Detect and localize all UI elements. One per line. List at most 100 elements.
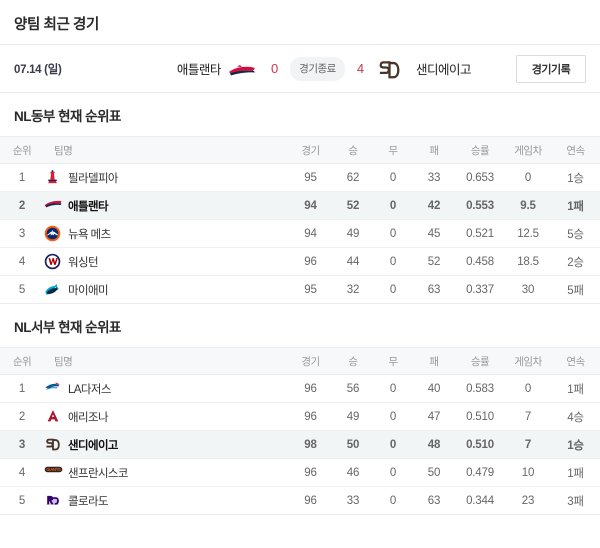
cell-rank: 2: [0, 402, 44, 431]
cell-losses: 42: [413, 191, 455, 220]
cell-gb: 7: [505, 402, 551, 431]
cell-rank: 3: [0, 219, 44, 248]
cell-losses: 45: [413, 219, 455, 248]
cell-pct: 0.458: [455, 247, 505, 276]
marlins-logo: [44, 281, 61, 298]
cell-rank: 1: [0, 163, 44, 192]
cell-team[interactable]: 애틀랜타: [44, 191, 288, 220]
cell-team[interactable]: LA다저스: [44, 374, 288, 403]
table-header-row: 순위 팀명 경기 승 무 패 승률 게임차 연속: [0, 347, 600, 375]
rockies-logo: [44, 492, 61, 509]
cell-team[interactable]: 애리조나: [44, 402, 288, 431]
cell-wins: 50: [333, 430, 373, 459]
cell-games: 98: [288, 430, 333, 459]
cell-games: 94: [288, 191, 333, 220]
cell-wins: 32: [333, 275, 373, 304]
cell-draws: 0: [373, 374, 413, 403]
th-streak: 연속: [551, 347, 600, 375]
cell-losses: 63: [413, 486, 455, 515]
cell-games: 96: [288, 247, 333, 276]
cell-losses: 52: [413, 247, 455, 276]
cell-team[interactable]: 필라델피아: [44, 163, 288, 192]
th-wins: 승: [333, 136, 373, 164]
cell-gb: 0: [505, 374, 551, 403]
cell-wins: 49: [333, 402, 373, 431]
table-row[interactable]: 3 뉴욕 메츠 94 49 0 45 0.521 12.5 5승: [0, 219, 600, 248]
table-row[interactable]: 2 애리조나 96 49 0 47 0.510 7 4승: [0, 402, 600, 431]
cell-team[interactable]: GIANTS 샌프란시스코: [44, 458, 288, 487]
team-name-label: 워싱턴: [68, 256, 99, 269]
th-draws: 무: [373, 136, 413, 164]
cell-wins: 44: [333, 247, 373, 276]
team-name-label: 샌디에이고: [68, 439, 119, 452]
cell-team[interactable]: 콜로라도: [44, 486, 288, 515]
th-team: 팀명: [44, 347, 288, 375]
cell-pct: 0.583: [455, 374, 505, 403]
diamondbacks-logo: [44, 408, 61, 425]
cell-gb: 12.5: [505, 219, 551, 248]
th-losses: 패: [413, 347, 455, 375]
table-row[interactable]: 5 콜로라도 96 33 0 63 0.344 23 3패: [0, 486, 600, 515]
th-gb: 게임차: [505, 347, 551, 375]
cell-streak: 5승: [551, 219, 600, 248]
cell-games: 96: [288, 486, 333, 515]
cell-team[interactable]: 샌디에이고: [44, 430, 288, 459]
cell-losses: 33: [413, 163, 455, 192]
cell-streak: 1승: [551, 163, 600, 192]
cell-gb: 18.5: [505, 247, 551, 276]
giants-logo: GIANTS: [44, 464, 63, 481]
th-rank: 순위: [0, 136, 44, 164]
cell-pct: 0.337: [455, 275, 505, 304]
standings-table-nl-east: 순위 팀명 경기 승 무 패 승률 게임차 연속 1 필라델피아 95 62 0 33 0.…: [0, 136, 600, 304]
cell-team[interactable]: 뉴욕 메츠: [44, 219, 288, 248]
cell-team[interactable]: 마이애미: [44, 275, 288, 304]
th-gb: 게임차: [505, 136, 551, 164]
cell-losses: 50: [413, 458, 455, 487]
table-row[interactable]: 4 GIANTS 샌프란시스코 96 46 0 50 0.479 10 1패: [0, 458, 600, 487]
team-name-label: 마이애미: [68, 284, 109, 297]
cell-rank: 1: [0, 374, 44, 403]
svg-text:GIANTS: GIANTS: [46, 467, 61, 472]
table-row[interactable]: 4 워싱턴 96 44 0 52 0.458 18.5 2승: [0, 247, 600, 276]
table-row[interactable]: 5 마이애미 95 32 0 63 0.337 30 5패: [0, 275, 600, 304]
th-games: 경기: [288, 347, 333, 375]
recent-game-row[interactable]: 07.14 (일) 애틀랜타 0 경기종료 4 샌디에이고 경기기록: [0, 45, 600, 93]
table-row[interactable]: 3 샌디에이고 98 50 0 48 0.510 7 1승: [0, 430, 600, 459]
team-name-label: 필라델피아: [68, 172, 119, 185]
cell-streak: 3패: [551, 486, 600, 515]
cell-streak: 5패: [551, 275, 600, 304]
cell-wins: 33: [333, 486, 373, 515]
cell-games: 96: [288, 402, 333, 431]
standings-table-nl-west: 순위 팀명 경기 승 무 패 승률 게임차 연속 1 LA다저스 96 56 0 40 0.…: [0, 347, 600, 515]
cell-draws: 0: [373, 163, 413, 192]
cell-rank: 5: [0, 275, 44, 304]
cell-wins: 62: [333, 163, 373, 192]
game-status-badge: 경기종료: [290, 56, 345, 81]
cell-streak: 2승: [551, 247, 600, 276]
mets-logo: [44, 225, 61, 242]
table-row[interactable]: 2 애틀랜타 94 52 0 42 0.553 9.5 1패: [0, 191, 600, 220]
home-score: 0: [270, 61, 279, 76]
page-title: 양팀 최근 경기: [14, 17, 99, 33]
cell-pct: 0.553: [455, 191, 505, 220]
cell-team[interactable]: 워싱턴: [44, 247, 288, 276]
cell-streak: 1패: [551, 191, 600, 220]
th-wins: 승: [333, 347, 373, 375]
cell-rank: 3: [0, 430, 44, 459]
table-row[interactable]: 1 LA다저스 96 56 0 40 0.583 0 1패: [0, 374, 600, 403]
game-record-button[interactable]: 경기기록: [516, 54, 586, 83]
table-row[interactable]: 1 필라델피아 95 62 0 33 0.653 0 1승: [0, 163, 600, 192]
cell-streak: 1패: [551, 374, 600, 403]
team-name-label: LA다저스: [68, 383, 111, 396]
cell-losses: 40: [413, 374, 455, 403]
nationals-logo: [44, 253, 61, 270]
th-losses: 패: [413, 136, 455, 164]
padres-logo: [44, 436, 61, 453]
team-name-label: 콜로라도: [68, 495, 109, 508]
braves-logo: [44, 197, 62, 214]
cell-gb: 9.5: [505, 191, 551, 220]
cell-gb: 0: [505, 163, 551, 192]
cell-draws: 0: [373, 458, 413, 487]
cell-games: 95: [288, 275, 333, 304]
cell-losses: 47: [413, 402, 455, 431]
